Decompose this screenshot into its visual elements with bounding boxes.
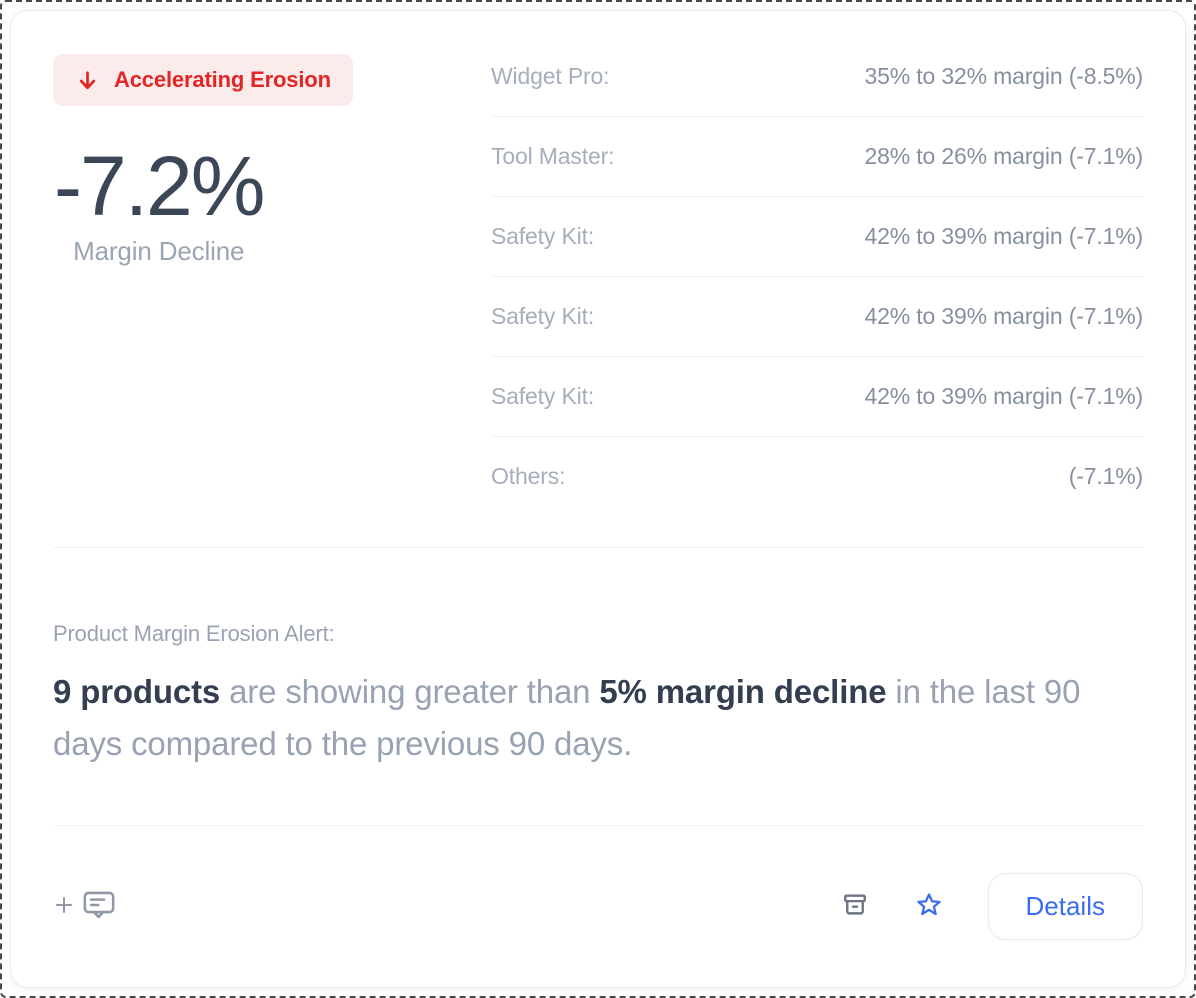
product-margin-change: (-7.1%) — [1068, 463, 1143, 489]
add-comment-button[interactable] — [53, 888, 118, 925]
arrow-down-icon — [75, 68, 100, 93]
card-top-section: Accelerating Erosion -7.2% Margin Declin… — [53, 54, 1143, 547]
alert-text-segment: in the last 90 days compared to the prev… — [53, 673, 1081, 763]
alert-highlight-threshold: 5% margin decline — [599, 673, 887, 710]
product-margin-change: 42% to 39% margin (-7.1%) — [864, 223, 1143, 249]
details-button[interactable]: Details — [987, 873, 1143, 941]
star-icon — [914, 890, 944, 923]
product-name: Tool Master: — [491, 143, 615, 169]
alert-text-segment: are showing greater than — [220, 673, 600, 710]
product-name: Safety Kit: — [491, 383, 595, 409]
product-name: Safety Kit: — [491, 223, 595, 249]
product-breakdown-list: Widget Pro: 35% to 32% margin (-8.5%) To… — [491, 54, 1143, 516]
breakdown-row: Safety Kit: 42% to 39% margin (-7.1%) — [491, 277, 1143, 357]
alert-title: Product Margin Erosion Alert: — [53, 621, 335, 646]
archive-button[interactable] — [840, 890, 870, 923]
status-badge: Accelerating Erosion — [53, 54, 353, 106]
archive-icon — [840, 890, 870, 923]
card-footer: Details — [53, 826, 1143, 987]
product-margin-change: 42% to 39% margin (-7.1%) — [864, 303, 1143, 329]
comment-bubble-icon — [80, 888, 118, 925]
alert-message: 9 products are showing greater than 5% m… — [53, 666, 1111, 770]
product-margin-change: 42% to 39% margin (-7.1%) — [864, 383, 1143, 409]
metric-block: -7.2% Margin Decline — [54, 139, 265, 267]
alert-highlight-count: 9 products — [53, 673, 221, 710]
metric-value: -7.2% — [54, 139, 265, 233]
margin-erosion-card: Accelerating Erosion -7.2% Margin Declin… — [10, 10, 1186, 988]
product-name: Widget Pro: — [491, 63, 610, 89]
section-divider — [53, 547, 1143, 548]
product-margin-change: 28% to 26% margin (-7.1%) — [864, 143, 1143, 169]
product-margin-change: 35% to 32% margin (-8.5%) — [864, 63, 1143, 89]
breakdown-row: Safety Kit: 42% to 39% margin (-7.1%) — [491, 357, 1143, 437]
product-name: Others: — [491, 463, 566, 489]
metric-column: Accelerating Erosion -7.2% Margin Declin… — [53, 54, 491, 267]
breakdown-row: Others: (-7.1%) — [491, 437, 1143, 516]
product-name: Safety Kit: — [491, 303, 595, 329]
breakdown-row: Safety Kit: 42% to 39% margin (-7.1%) — [491, 197, 1143, 277]
plus-icon — [53, 894, 75, 919]
status-badge-label: Accelerating Erosion — [114, 67, 331, 92]
metric-label: Margin Decline — [73, 236, 245, 267]
breakdown-row: Widget Pro: 35% to 32% margin (-8.5%) — [491, 54, 1143, 117]
footer-divider — [53, 825, 1143, 827]
footer-actions: Details — [840, 873, 1143, 941]
favorite-button[interactable] — [914, 890, 944, 923]
breakdown-row: Tool Master: 28% to 26% margin (-7.1%) — [491, 117, 1143, 197]
